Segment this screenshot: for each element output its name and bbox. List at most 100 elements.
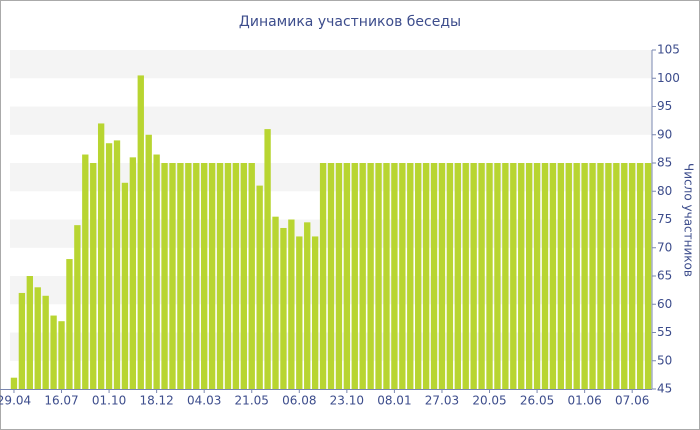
x-tick-label: 29.04 [0,394,31,408]
bar [636,163,644,389]
y-tick-label: 60 [657,297,672,311]
bar [288,219,295,389]
bar [129,157,137,389]
bar [10,377,18,389]
bar [311,236,319,389]
bar [415,163,422,389]
bar [351,163,358,389]
bar [26,276,33,389]
bar [137,75,144,390]
bar [454,163,461,389]
x-tick-label: 01.06 [567,394,601,408]
bar [185,163,192,389]
grid-band [10,50,652,79]
bar [597,163,604,389]
bar [161,163,168,389]
bar [82,154,89,389]
bar [605,163,612,389]
bar [97,123,105,389]
x-tick-label: 08.01 [377,394,411,408]
bar [66,259,73,389]
y-tick-label: 45 [657,382,672,396]
bar [264,129,271,389]
grid-band [10,106,652,135]
x-tick-label: 01.10 [92,394,126,408]
bar [422,163,430,389]
x-tick-label: 06.08 [282,394,316,408]
bar [50,315,57,389]
bar [177,163,184,389]
bar [478,163,485,389]
y-tick-label: 95 [657,99,672,113]
bar [502,163,509,389]
bar [90,163,97,389]
bar [470,163,477,389]
bar [42,295,49,389]
bar [216,163,224,389]
x-tick-label: 07.06 [615,394,649,408]
bar [34,287,41,389]
bar [644,163,652,389]
bar [573,163,580,389]
bar [208,163,216,389]
bar [145,134,152,389]
bar [18,292,26,389]
bar [319,163,327,389]
bar [391,163,398,389]
bar [462,163,469,389]
bar [256,185,263,389]
bar [565,163,572,389]
y-tick-label: 85 [657,156,672,170]
bar [407,163,414,389]
bar [549,163,557,389]
bar [629,163,636,389]
bar [533,163,541,389]
chart-title: Динамика участников беседы [239,14,461,30]
y-tick-label: 50 [657,353,672,367]
bar [296,236,303,389]
y-tick-label: 80 [657,184,672,198]
x-tick-label: 18.12 [139,394,173,408]
bar [121,182,129,389]
bar [359,163,366,389]
y-tick-label: 90 [657,127,672,141]
x-tick-label: 16.07 [44,394,78,408]
bar [375,163,382,389]
bar [446,163,454,389]
x-tick-label: 21.05 [235,394,269,408]
y-axis-label: Число участников [682,163,696,277]
bar [367,163,374,389]
bar [224,163,232,389]
bar [240,163,247,389]
bar [58,321,65,389]
bar [399,163,406,389]
bar [621,163,628,389]
bar [169,163,176,389]
bar [304,222,311,389]
bar [525,163,533,389]
bar [113,140,121,389]
bar [383,163,390,389]
bar [581,163,588,389]
x-tick-label: 20.05 [472,394,506,408]
bar [438,163,446,389]
bar [193,163,200,389]
bar [613,163,620,389]
bar [280,227,287,389]
y-tick-label: 75 [657,212,672,226]
x-tick-label: 04.03 [187,394,221,408]
x-tick-label: 27.03 [425,394,459,408]
bar [557,163,565,389]
y-tick-label: 105 [657,43,680,57]
bar [494,163,501,389]
bar [153,154,160,389]
bar [327,163,335,389]
bar [510,163,517,389]
bar [518,163,525,389]
bar [541,163,549,389]
bar [201,163,208,389]
bar [232,163,240,389]
x-tick-label: 26.05 [520,394,554,408]
bar [343,163,351,389]
